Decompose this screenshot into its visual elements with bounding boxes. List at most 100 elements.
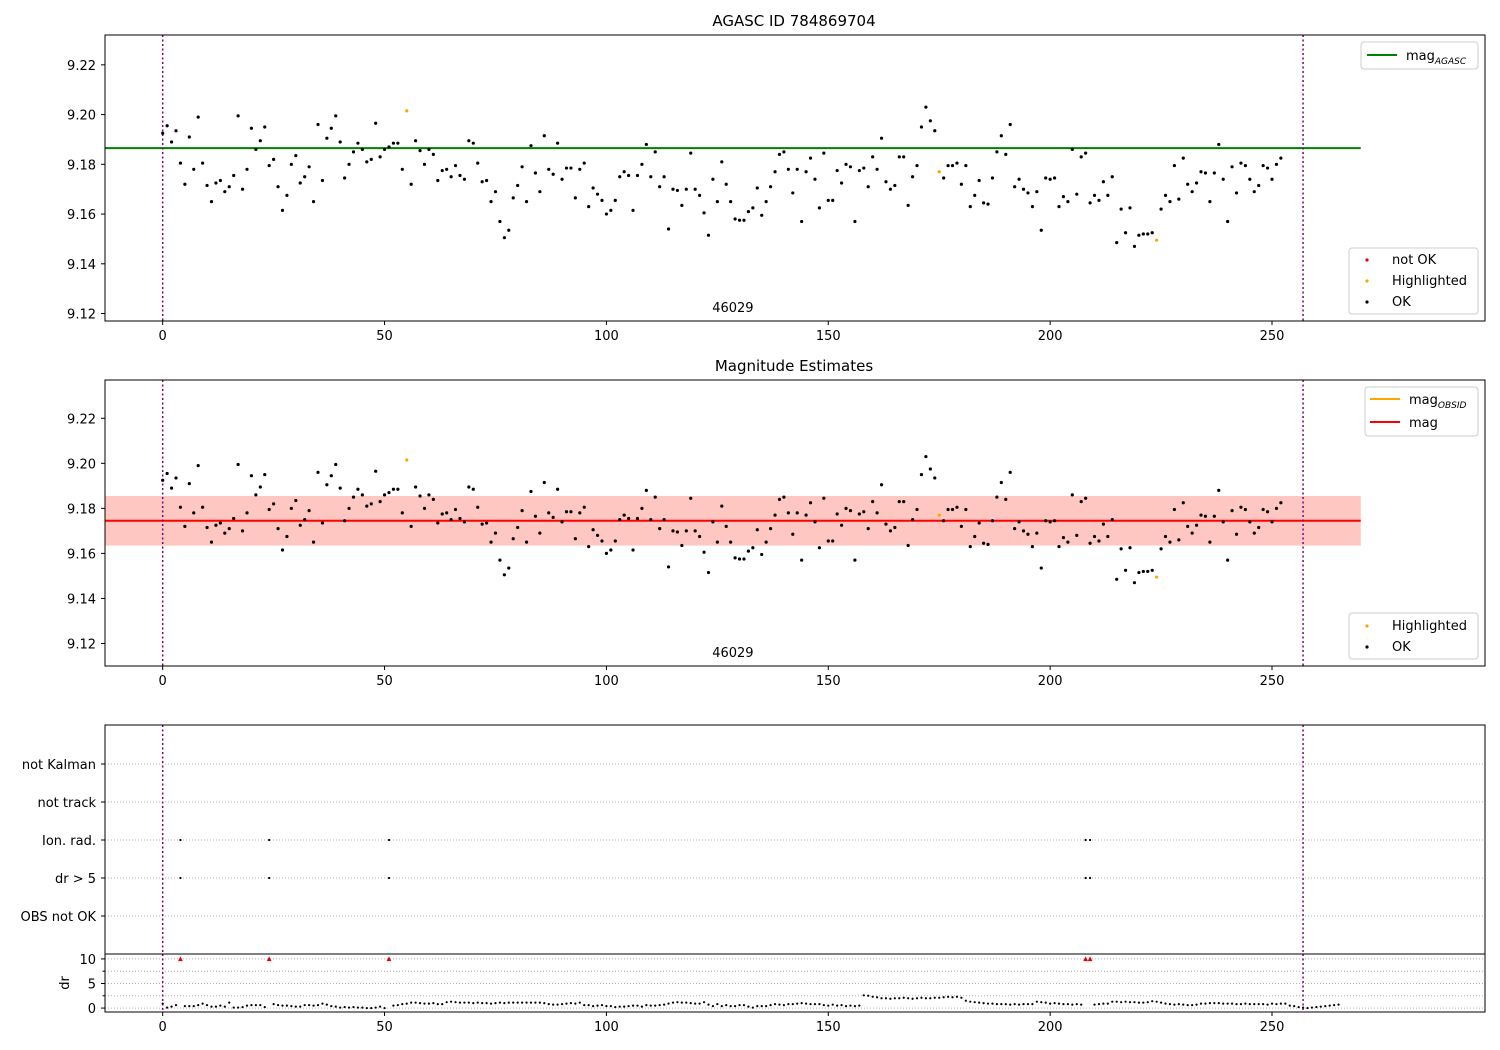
data-point [768, 185, 773, 189]
dr-point [831, 1003, 834, 1006]
data-point [218, 178, 222, 183]
dr-point [361, 1006, 364, 1009]
dr-point [543, 1002, 546, 1005]
data-point [1026, 532, 1030, 536]
flag-marker [1084, 838, 1087, 842]
data-point [218, 521, 222, 525]
x-tick-label: 200 [1038, 1020, 1063, 1035]
dr-point [507, 1001, 510, 1004]
data-point [196, 115, 200, 119]
data-point [733, 217, 737, 221]
data-point [1221, 520, 1225, 524]
data-point [848, 509, 853, 513]
data-point [1230, 509, 1234, 513]
dr-point [836, 1004, 839, 1007]
dr-point [1288, 1004, 1291, 1007]
data-point [1128, 206, 1132, 210]
data-point [1052, 176, 1057, 180]
dr-point [840, 1004, 843, 1007]
data-point [267, 163, 271, 168]
data-point [768, 527, 773, 531]
dr-point [614, 1005, 617, 1009]
dr-point [1159, 1001, 1163, 1004]
data-point [280, 208, 285, 212]
dr-point [1022, 1003, 1025, 1006]
dr-point [685, 1001, 688, 1004]
data-point [374, 121, 378, 125]
data-point [1243, 163, 1247, 168]
dr-point [1053, 1002, 1056, 1005]
data-point [462, 177, 467, 181]
dr-point [822, 1004, 825, 1007]
data-point [1061, 195, 1066, 199]
y-tick-label: 9.18 [67, 502, 96, 517]
data-point [631, 548, 635, 552]
data-point [822, 496, 826, 500]
data-point [1110, 175, 1114, 179]
dr-point [1186, 1004, 1189, 1007]
data-point [1106, 193, 1110, 198]
dr-point [166, 1006, 169, 1009]
data-point [959, 524, 963, 528]
dr-point [751, 1006, 754, 1009]
data-point [560, 177, 564, 181]
data-point [1061, 536, 1066, 540]
data-point [720, 504, 724, 508]
flag-row-label: dr > 5 [55, 872, 96, 887]
dr-point [1226, 1002, 1229, 1005]
data-point [1039, 566, 1043, 570]
panel-magnitude-estimates: Magnitude Estimates 0 50 100 150 200 250 9.12 9… [67, 357, 1486, 689]
x-tick-label: 0 [159, 674, 167, 689]
data-point [227, 185, 231, 189]
data-point [777, 152, 782, 156]
data-point [431, 497, 435, 501]
data-point [529, 144, 533, 148]
data-point [249, 474, 254, 478]
y-tick-label: 5 [88, 977, 96, 992]
dr-point [498, 1001, 502, 1004]
dr-point [299, 1005, 302, 1008]
data-point [968, 545, 972, 549]
data-point [595, 533, 600, 537]
data-point [1239, 505, 1243, 509]
flag-row-label: OBS not OK [21, 910, 97, 925]
dr-point [476, 1001, 479, 1004]
dr-point [1191, 1004, 1194, 1007]
data-point [658, 185, 662, 189]
data-point [884, 180, 888, 184]
data-point [396, 141, 400, 145]
data-point [640, 506, 644, 510]
data-point [1030, 205, 1034, 209]
dr-point [1275, 1003, 1278, 1006]
data-point [556, 141, 560, 145]
data-point [320, 178, 325, 183]
data-point [950, 507, 955, 512]
data-point [307, 509, 311, 513]
data-point [826, 539, 830, 543]
legend-marker-not-ok [1365, 258, 1369, 262]
dr-point [467, 1001, 470, 1004]
data-point [303, 518, 307, 522]
dr-point [662, 1003, 666, 1006]
data-point [746, 549, 751, 553]
dr-point [1328, 1004, 1331, 1007]
data-point [1097, 539, 1101, 543]
dr-point [1164, 1002, 1167, 1005]
data-point [742, 557, 746, 561]
dr-point [418, 1002, 422, 1005]
data-point [529, 489, 533, 494]
data-point [1199, 170, 1203, 174]
x-tick-label: 100 [594, 329, 619, 344]
data-point [666, 565, 671, 569]
data-point [1079, 500, 1083, 504]
data-point [1141, 569, 1145, 574]
data-point [1075, 192, 1079, 196]
x-tick-label: 150 [816, 329, 841, 344]
dr-point [161, 1002, 164, 1005]
data-point [706, 233, 711, 237]
data-point [453, 507, 458, 512]
dr-point [1071, 1003, 1074, 1006]
data-point [343, 176, 347, 180]
data-point [485, 178, 489, 183]
data-point [1270, 520, 1274, 524]
